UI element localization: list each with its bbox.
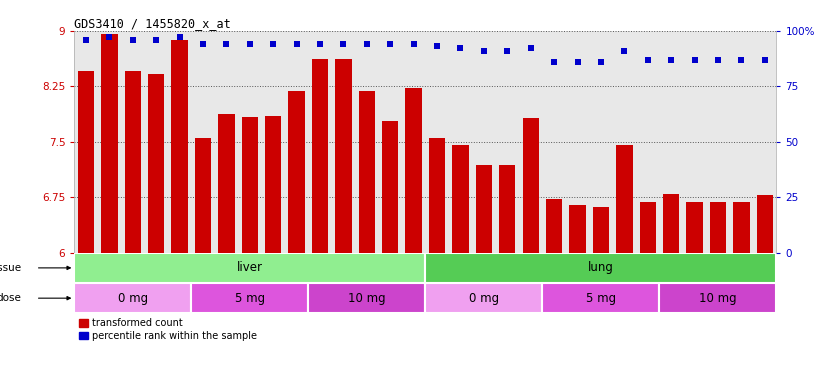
Bar — [593, 207, 609, 253]
Bar — [125, 71, 141, 253]
Point — [758, 56, 771, 63]
Point — [571, 59, 584, 65]
Text: liver: liver — [237, 262, 263, 275]
Point — [594, 59, 607, 65]
Text: 10 mg: 10 mg — [699, 292, 737, 305]
Point — [711, 56, 724, 63]
Bar — [523, 118, 539, 253]
Point — [454, 45, 468, 51]
Point — [524, 45, 537, 51]
Point — [337, 41, 350, 47]
Text: 10 mg: 10 mg — [348, 292, 386, 305]
Legend: transformed count, percentile rank within the sample: transformed count, percentile rank withi… — [79, 318, 257, 341]
Bar — [218, 114, 235, 253]
Text: 5 mg: 5 mg — [235, 292, 265, 305]
Bar — [406, 88, 422, 253]
Bar — [499, 166, 515, 253]
Bar — [192, 283, 308, 313]
Point — [664, 56, 677, 63]
Point — [477, 48, 491, 54]
Point — [243, 41, 256, 47]
Bar — [425, 283, 543, 313]
Point — [267, 41, 280, 47]
Bar — [425, 253, 776, 283]
Text: 0 mg: 0 mg — [469, 292, 499, 305]
Bar — [358, 91, 375, 253]
Bar — [102, 35, 117, 253]
Point — [548, 59, 561, 65]
Bar — [663, 194, 679, 253]
Bar — [74, 283, 192, 313]
Text: lung: lung — [588, 262, 614, 275]
Bar — [148, 74, 164, 253]
Bar — [335, 59, 352, 253]
Bar — [172, 40, 188, 253]
Point — [220, 41, 233, 47]
Bar — [74, 253, 425, 283]
Point — [430, 43, 444, 49]
Point — [173, 34, 186, 40]
Bar — [476, 166, 492, 253]
Bar — [659, 283, 776, 313]
Point — [501, 48, 514, 54]
Bar — [195, 138, 211, 253]
Point — [314, 41, 327, 47]
Bar — [543, 283, 659, 313]
Bar — [757, 195, 773, 253]
Bar — [616, 146, 633, 253]
Bar — [710, 202, 726, 253]
Point — [126, 36, 140, 43]
Point — [407, 41, 420, 47]
Bar — [453, 146, 468, 253]
Bar — [382, 121, 398, 253]
Bar — [308, 283, 425, 313]
Point — [290, 41, 303, 47]
Bar — [569, 205, 586, 253]
Bar — [639, 202, 656, 253]
Text: 0 mg: 0 mg — [118, 292, 148, 305]
Bar — [78, 71, 94, 253]
Point — [618, 48, 631, 54]
Text: tissue: tissue — [0, 263, 21, 273]
Text: 5 mg: 5 mg — [586, 292, 616, 305]
Bar — [686, 202, 703, 253]
Bar — [733, 202, 749, 253]
Bar — [265, 116, 282, 253]
Point — [688, 56, 701, 63]
Point — [102, 34, 116, 40]
Point — [360, 41, 373, 47]
Text: dose: dose — [0, 293, 21, 303]
Bar — [288, 91, 305, 253]
Text: GDS3410 / 1455820_x_at: GDS3410 / 1455820_x_at — [74, 17, 231, 30]
Point — [197, 41, 210, 47]
Bar — [312, 59, 328, 253]
Point — [383, 41, 396, 47]
Point — [734, 56, 748, 63]
Point — [79, 36, 93, 43]
Point — [150, 36, 163, 43]
Point — [641, 56, 654, 63]
Bar — [242, 118, 258, 253]
Bar — [546, 199, 563, 253]
Bar — [429, 138, 445, 253]
